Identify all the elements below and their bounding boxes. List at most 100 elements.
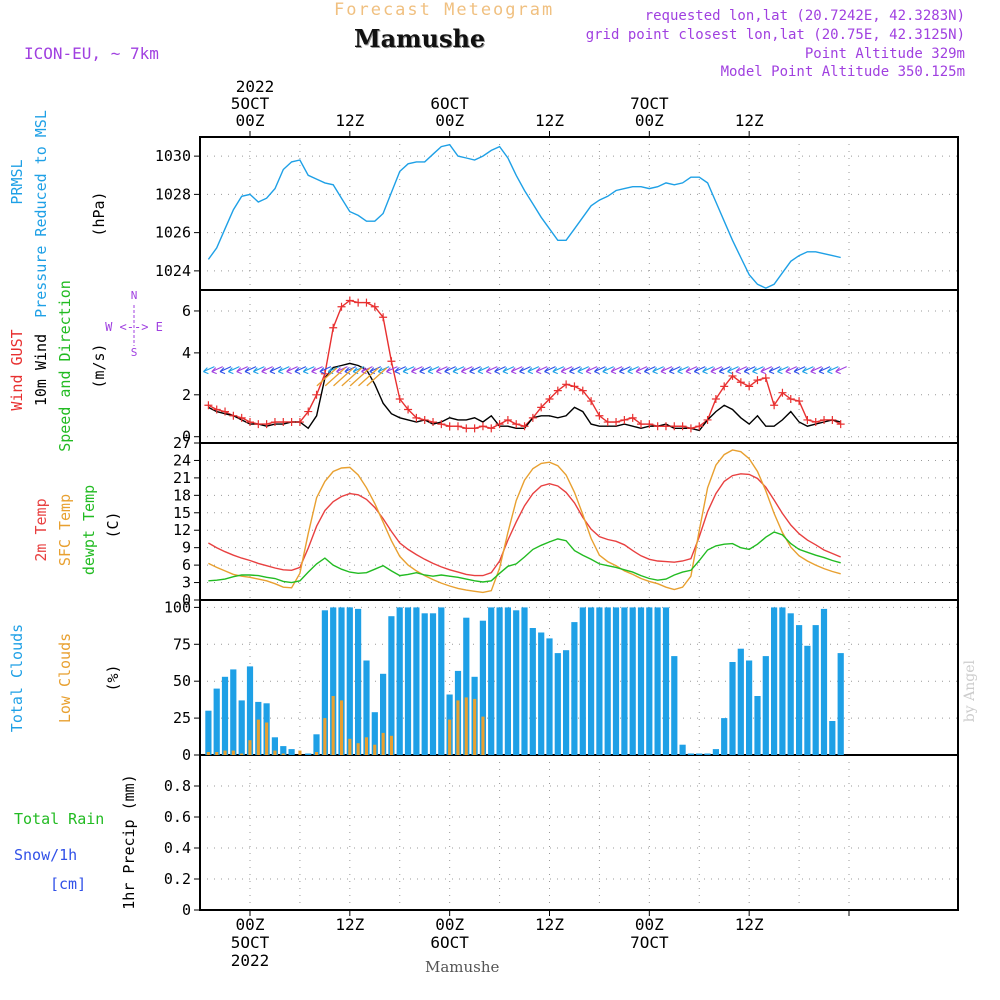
total-cloud-bar	[637, 607, 645, 755]
low-cloud-bar	[298, 750, 302, 755]
wind-direction-arrow	[477, 366, 490, 375]
total-cloud-bar	[404, 607, 412, 755]
gust-marker	[395, 394, 404, 403]
wind-direction-arrow	[569, 366, 581, 375]
total-cloud-bar	[313, 734, 320, 755]
wind-direction-arrow	[286, 366, 298, 375]
wind-direction-label: Speed and Direction	[56, 280, 74, 452]
gust-marker	[337, 302, 346, 311]
total-cloud-bar	[771, 607, 778, 755]
gust-marker	[362, 298, 371, 307]
wind-direction-arrow	[752, 366, 764, 375]
low-cloud-bar	[331, 696, 335, 755]
rain-label: Total Rain	[14, 810, 104, 828]
low-cloud-bar	[265, 722, 269, 755]
wind-direction-arrow	[261, 366, 273, 375]
point-altitude: Point Altitude 329m	[804, 46, 965, 62]
y-tick-label: 24	[173, 451, 191, 469]
wind-direction-arrow	[810, 366, 822, 375]
gust-marker	[795, 397, 804, 406]
total-cloud-bar	[804, 645, 811, 755]
total-cloud-bar	[346, 607, 353, 755]
y-tick-label: 18	[173, 486, 191, 504]
gust-marker	[262, 420, 271, 429]
gust-marker	[254, 420, 263, 429]
gust-marker	[820, 415, 829, 424]
gust-marker	[304, 407, 313, 416]
wind-direction-arrow	[793, 366, 806, 375]
clouds-unit-label: (%)	[104, 664, 122, 691]
wind-direction-arrow	[760, 366, 773, 375]
gust-marker	[354, 298, 363, 307]
strong-wind-arrow	[341, 367, 363, 387]
y-tick-label: 4	[182, 344, 191, 362]
wind-direction-arrow	[835, 366, 847, 375]
gust-marker	[221, 407, 230, 416]
total-cloud-bar	[363, 660, 370, 755]
wind-direction-arrow	[277, 366, 290, 375]
total-cloud-bar	[837, 653, 844, 755]
total-cloud-bar	[729, 662, 736, 755]
wind-direction-arrow	[735, 366, 748, 375]
total-cloud-bar	[721, 718, 728, 755]
y-tick-label: 3	[182, 574, 191, 592]
total-cloud-bar	[812, 625, 819, 755]
gust-marker	[778, 388, 787, 397]
wind-direction-arrow	[211, 366, 223, 375]
total-cloud-bar	[654, 607, 661, 755]
gust-marker	[229, 411, 238, 420]
wind-direction-arrow	[402, 366, 415, 375]
total-cloud-bar	[579, 607, 586, 755]
total-cloud-bar	[421, 613, 428, 755]
total-cloud-bar	[779, 607, 786, 755]
gust-marker	[404, 405, 413, 414]
total-cloud-bar	[621, 607, 628, 755]
bottom-year-label: 2022	[231, 951, 270, 970]
low-cloud-bar	[240, 753, 244, 755]
total-cloud-bar	[612, 607, 620, 755]
gust-marker	[237, 413, 246, 422]
total-cloud-bar	[563, 650, 570, 755]
low-cloud-bar	[481, 716, 485, 755]
panel-frame	[199, 754, 959, 911]
wind-direction-arrow	[394, 366, 406, 375]
wind-direction-arrow	[727, 366, 739, 375]
y-tick-label: 100	[164, 598, 191, 616]
temp-sfc-label: SFC Temp	[56, 494, 74, 566]
gust-marker	[828, 415, 837, 424]
strong-wind-arrow	[324, 367, 346, 387]
pressure-label-desc: Pressure Reduced to MSL	[32, 110, 50, 318]
total-cloud-bar	[538, 632, 545, 755]
wind-direction-arrow	[535, 366, 548, 375]
low-cloud-bar	[256, 719, 260, 755]
gust-marker	[587, 397, 596, 406]
low-cloud-bar	[456, 700, 460, 755]
total-cloud-bar	[762, 656, 769, 755]
gust-marker	[312, 390, 321, 399]
wind-direction-arrow	[768, 366, 781, 375]
total-cloud-bar	[246, 666, 254, 755]
2m-temp-series	[208, 473, 841, 577]
compass-north: N	[131, 289, 138, 302]
gust-marker	[670, 422, 679, 431]
low-cloud-bar	[364, 737, 368, 755]
y-tick-label: 1030	[155, 147, 191, 165]
y-tick-label: 9	[182, 539, 191, 557]
requested-coords: requested lon,lat (20.7242E, 42.3283N)	[644, 8, 965, 24]
wind-direction-arrow	[585, 366, 598, 375]
total-cloud-bar	[829, 721, 836, 755]
total-cloud-bar	[230, 669, 237, 755]
total-cloud-bar	[696, 753, 703, 755]
strong-wind-arrow	[316, 367, 338, 387]
pressure-unit-label: (hPa)	[90, 191, 108, 236]
gust-marker	[478, 422, 487, 431]
low-cloud-bar	[381, 732, 385, 755]
gust-marker	[279, 418, 288, 427]
y-tick-label: 75	[173, 635, 191, 653]
wind-gust-label: Wind GUST	[8, 329, 26, 410]
low-cloud-bar	[223, 750, 227, 755]
low-clouds-label: Low Clouds	[56, 633, 74, 723]
y-tick-label: 0.6	[164, 808, 191, 826]
wind-direction-arrow	[444, 366, 456, 375]
low-cloud-bar	[248, 740, 252, 755]
